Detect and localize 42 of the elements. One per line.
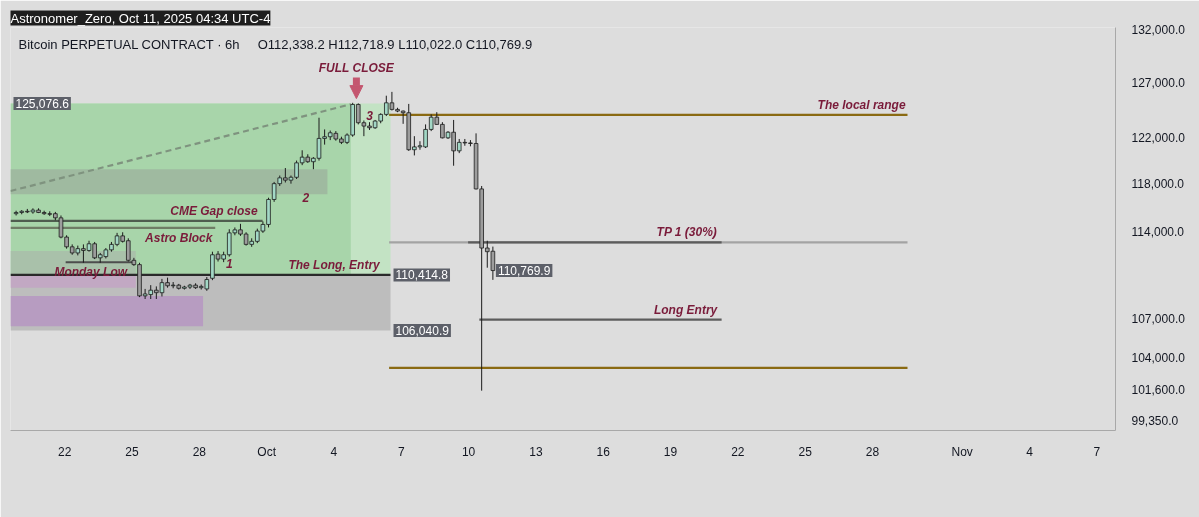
y-tick-label: 132,000.0 [1131,23,1186,38]
y-tick-label: 99,350.0 [1131,413,1179,428]
y-tick-label: 118,000.0 [1131,177,1185,192]
x-tick-label: 25 [125,444,140,459]
annotation: 110,769.9 [497,264,551,279]
annotation: 110,414.8 [395,268,449,283]
annotation: The Long, Entry [288,257,382,272]
y-tick-label: 127,000.0 [1131,76,1186,91]
annotation: Long Entry [653,302,719,317]
annotation: 106,040.9 [395,324,450,339]
annotation: The local range [817,97,906,112]
annotation: 125,076.6 [15,97,70,112]
x-tick-label: 7 [1093,444,1101,459]
text: Bitcoin PERPETUAL CONTRACT · 6h [18,36,240,52]
x-tick-label: 13 [529,444,543,459]
x-tick-label: 28 [192,444,207,459]
x-tick-label: 4 [1026,444,1034,459]
x-tick-label: Nov [951,444,973,459]
annotation: FULL CLOSE [318,60,395,75]
x-tick-label: 28 [865,444,880,459]
y-tick-label: 101,600.0 [1131,382,1186,397]
text: Astronomer_Zero, Oct 11, 2025 04:34 UTC-4 [10,10,271,26]
annotation: TP 1 (30%) [656,225,717,240]
x-tick-label: Oct [257,444,277,459]
text: O112,338.2 H112,718.9 L110,022.0 C110,769.9 [257,36,533,52]
annotation: Astro Block [144,230,214,245]
annotation: 1 [225,256,233,271]
x-tick-label: 4 [330,444,338,459]
y-tick-label: 104,000.0 [1131,350,1186,365]
annotation: 3 [366,109,374,124]
x-tick-label: 25 [798,444,813,459]
y-tick-label: 114,000.0 [1131,224,1185,239]
annotation: CME Gap close [170,203,258,218]
x-tick-label: 22 [731,444,745,459]
x-tick-label: 22 [58,444,72,459]
x-tick-label: 7 [397,444,405,459]
annotation: 2 [301,191,310,206]
y-tick-label: 122,000.0 [1131,131,1186,146]
x-tick-label: 16 [596,444,611,459]
y-tick-label: 107,000.0 [1131,311,1186,326]
x-tick-label: 19 [663,444,678,459]
x-tick-label: 10 [461,444,476,459]
